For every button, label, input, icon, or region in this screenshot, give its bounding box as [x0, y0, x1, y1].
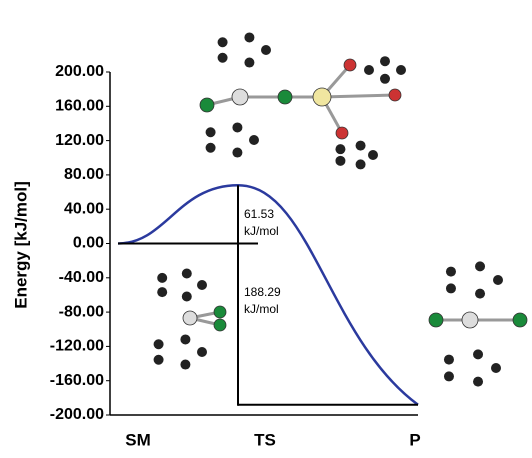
atom: [214, 319, 226, 331]
atom: [232, 89, 248, 105]
annotation: 188.29: [244, 285, 281, 299]
atom: [183, 311, 197, 325]
atom: [356, 141, 366, 151]
atom: [244, 58, 254, 68]
y-tick-label: -200.00: [50, 406, 104, 423]
atom: [278, 90, 292, 104]
atom: [513, 313, 527, 327]
y-tick-label: -40.00: [59, 269, 104, 286]
annotation: kJ/mol: [244, 302, 279, 316]
atom: [380, 56, 390, 66]
atom: [491, 363, 501, 373]
page: Energy [kJ/mol] -200.00 -160.00 -120.00 -80…: [0, 0, 532, 458]
molecules: [154, 32, 527, 386]
atom: [197, 280, 207, 290]
y-tick-label: -80.00: [59, 303, 104, 320]
atom: [206, 127, 216, 137]
y-tick-label: 160.00: [55, 98, 104, 115]
atom: [244, 32, 254, 42]
y-tick-label: 120.00: [55, 132, 104, 149]
atom: [180, 334, 190, 344]
atom: [200, 98, 214, 112]
y-axis-label: Energy [kJ/mol]: [11, 181, 30, 309]
atom: [232, 122, 242, 132]
atom: [364, 65, 374, 75]
y-tick-label: -120.00: [50, 338, 104, 355]
atom: [206, 143, 216, 153]
x-tick-label: P: [409, 430, 420, 449]
atom: [356, 159, 366, 169]
atom: [444, 355, 454, 365]
atom: [475, 289, 485, 299]
atom: [344, 59, 356, 71]
x-tick-label: SM: [125, 430, 151, 449]
atom: [475, 261, 485, 271]
atom: [493, 275, 503, 285]
atom: [218, 53, 228, 63]
annotation: kJ/mol: [244, 224, 279, 238]
y-tick-label: 0.00: [73, 235, 104, 252]
atom: [368, 150, 378, 160]
atom: [446, 267, 456, 277]
y-tick-label: 40.00: [64, 200, 104, 217]
chart: Energy [kJ/mol] -200.00 -160.00 -120.00 -80…: [0, 0, 532, 458]
atom: [249, 135, 259, 145]
atom: [313, 88, 331, 106]
annotation: 61.53: [244, 207, 274, 221]
atom: [182, 268, 192, 278]
atom: [444, 371, 454, 381]
atom: [380, 74, 390, 84]
atom: [389, 89, 401, 101]
atom: [157, 273, 167, 283]
atom: [335, 144, 345, 154]
atom: [336, 127, 348, 139]
atom: [446, 283, 456, 293]
atom: [261, 45, 271, 55]
atom: [157, 287, 167, 297]
atom: [218, 37, 228, 47]
x-tick-label: TS: [254, 430, 276, 449]
bond: [322, 95, 395, 97]
y-tick-label: 200.00: [55, 63, 104, 80]
atom: [180, 360, 190, 370]
y-tick-label: 80.00: [64, 166, 104, 183]
y-tick-label: -160.00: [50, 372, 104, 389]
atom: [182, 292, 192, 302]
atom: [335, 156, 345, 166]
atom: [429, 313, 443, 327]
atom: [197, 347, 207, 357]
atom: [396, 65, 406, 75]
atom: [154, 339, 164, 349]
atom: [473, 377, 483, 387]
atom: [462, 312, 478, 328]
atom: [232, 148, 242, 158]
atom: [473, 349, 483, 359]
atom: [214, 306, 226, 318]
atom: [154, 355, 164, 365]
